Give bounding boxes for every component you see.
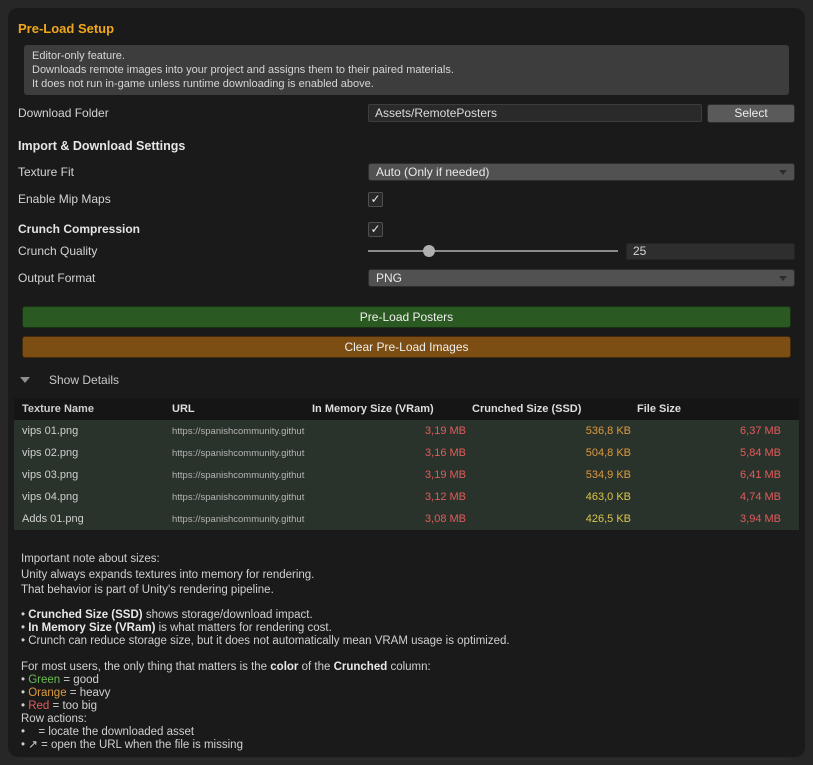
crunched-size-cell: 463,0 KB	[585, 491, 631, 503]
memory-size-cell: 3,08 MB	[425, 513, 466, 525]
download-folder-row: Download Folder Select	[18, 103, 795, 123]
checkmark-icon	[370, 223, 380, 235]
url-cell: https://spanishcommunity.githut	[172, 491, 305, 503]
chevron-down-icon	[779, 275, 787, 281]
texture-fit-dropdown[interactable]: Auto (Only if needed)	[368, 163, 795, 181]
memory-size-cell: 3,19 MB	[425, 469, 466, 481]
crunch-quality-label: Crunch Quality	[18, 244, 98, 258]
file-size-cell: 5,84 MB	[740, 447, 781, 459]
mip-maps-label: Enable Mip Maps	[18, 192, 111, 206]
memory-size-cell: 3,12 MB	[425, 491, 466, 503]
crunch-compression-row: Crunch Compression	[18, 220, 795, 238]
header-file-size: File Size	[637, 403, 682, 415]
crunch-quality-slider[interactable]	[368, 243, 618, 259]
url-cell: https://spanishcommunity.githut	[172, 425, 305, 437]
crunch-compression-label: Crunch Compression	[18, 222, 141, 236]
legend-orange: • Orange = heavy	[21, 686, 111, 699]
crunched-size-cell: 534,9 KB	[585, 469, 631, 481]
note-bullet: • Crunched Size (SSD) shows storage/down…	[21, 608, 313, 621]
file-size-cell: 3,94 MB	[740, 513, 781, 525]
output-format-row: Output Format PNG	[18, 269, 795, 287]
table-row[interactable]: vips 02.png https://spanishcommunity.git…	[14, 442, 799, 464]
help-line: Downloads remote images into your projec…	[32, 64, 454, 76]
clear-preload-images-button[interactable]: Clear Pre-Load Images	[22, 336, 791, 358]
note-line: Important note about sizes:	[21, 553, 160, 565]
crunch-compression-checkbox[interactable]	[368, 221, 383, 237]
help-line: Editor-only feature.	[32, 50, 125, 62]
texture-name-cell: vips 04.png	[22, 491, 79, 503]
note-line: That behavior is part of Unity's renderi…	[21, 584, 274, 596]
url-cell: https://spanishcommunity.githut	[172, 447, 305, 459]
crunched-size-cell: 504,8 KB	[585, 447, 631, 459]
texture-name-cell: vips 03.png	[22, 469, 79, 481]
open-url-icon: ↗	[28, 738, 38, 751]
header-texture-name: Texture Name	[22, 403, 94, 415]
output-format-dropdown[interactable]: PNG	[368, 269, 795, 287]
crunched-size-cell: 536,8 KB	[585, 425, 631, 437]
file-size-cell: 6,41 MB	[740, 469, 781, 481]
mip-maps-row: Enable Mip Maps	[18, 190, 795, 208]
chevron-down-icon	[779, 169, 787, 175]
texture-name-cell: vips 01.png	[22, 425, 79, 437]
file-size-cell: 4,74 MB	[740, 491, 781, 503]
output-format-value: PNG	[376, 271, 403, 285]
mip-maps-checkbox[interactable]	[368, 191, 383, 207]
download-folder-label: Download Folder	[18, 106, 109, 120]
help-line: It does not run in-game unless runtime d…	[32, 78, 374, 90]
texture-fit-value: Auto (Only if needed)	[376, 165, 490, 179]
crunch-quality-row: Crunch Quality	[18, 242, 795, 260]
table-row[interactable]: vips 04.png https://spanishcommunity.git…	[14, 486, 799, 508]
header-url: URL	[172, 403, 195, 415]
url-cell: https://spanishcommunity.githut	[172, 513, 305, 525]
legend-green: • Green = good	[21, 673, 99, 686]
memory-size-cell: 3,19 MB	[425, 425, 466, 437]
texture-name-cell: Adds 01.png	[22, 513, 84, 525]
note-line: Unity always expands textures into memor…	[21, 568, 315, 581]
row-action-open-url: • ↗ = open the URL when the file is miss…	[21, 738, 243, 751]
slider-handle[interactable]	[423, 245, 436, 257]
table-row[interactable]: vips 03.png https://spanishcommunity.git…	[14, 464, 799, 486]
import-download-settings-header: Import & Download Settings	[18, 139, 186, 153]
checkmark-icon	[370, 193, 380, 205]
output-format-label: Output Format	[18, 271, 96, 285]
foldout-arrow-icon	[20, 377, 30, 383]
show-details-label: Show Details	[49, 373, 120, 387]
table-header-row: Texture Name URL In Memory Size (VRam) C…	[14, 398, 799, 420]
slider-track[interactable]	[368, 250, 618, 252]
show-details-foldout[interactable]: Show Details	[18, 372, 795, 388]
legend-red: • Red = too big	[21, 699, 97, 712]
texture-details-table: Texture Name URL In Memory Size (VRam) C…	[14, 398, 799, 530]
table-row[interactable]: Adds 01.png https://spanishcommunity.git…	[14, 508, 799, 530]
crunched-size-cell: 426,5 KB	[585, 513, 631, 525]
header-memory-size: In Memory Size (VRam)	[312, 403, 434, 415]
note-bullet: • Crunch can reduce storage size, but it…	[21, 634, 510, 647]
help-box: Editor-only feature. Downloads remote im…	[24, 45, 789, 95]
memory-size-cell: 3,16 MB	[425, 447, 466, 459]
preload-posters-button[interactable]: Pre-Load Posters	[22, 306, 791, 328]
download-folder-input[interactable]	[368, 104, 702, 122]
file-size-cell: 6,37 MB	[740, 425, 781, 437]
size-note: Important note about sizes: Unity always…	[18, 552, 795, 752]
texture-fit-row: Texture Fit Auto (Only if needed)	[18, 163, 795, 181]
url-cell: https://spanishcommunity.githut	[172, 469, 305, 481]
note-matters-line: For most users, the only thing that matt…	[21, 660, 431, 673]
page-title: Pre-Load Setup	[18, 21, 115, 36]
row-action-locate: • = locate the downloaded asset	[21, 725, 195, 738]
header-crunched-size: Crunched Size (SSD)	[472, 403, 582, 415]
texture-fit-label: Texture Fit	[18, 165, 75, 179]
row-actions-label: Row actions:	[21, 712, 87, 725]
crunch-quality-value-input[interactable]	[626, 242, 795, 260]
note-bullet: • In Memory Size (VRam) is what matters …	[21, 621, 332, 634]
table-row[interactable]: vips 01.png https://spanishcommunity.git…	[14, 420, 799, 442]
divider	[22, 758, 791, 760]
select-folder-button[interactable]: Select	[707, 103, 795, 123]
texture-name-cell: vips 02.png	[22, 447, 79, 459]
preload-setup-panel: Pre-Load Setup Editor-only feature. Down…	[8, 8, 805, 760]
